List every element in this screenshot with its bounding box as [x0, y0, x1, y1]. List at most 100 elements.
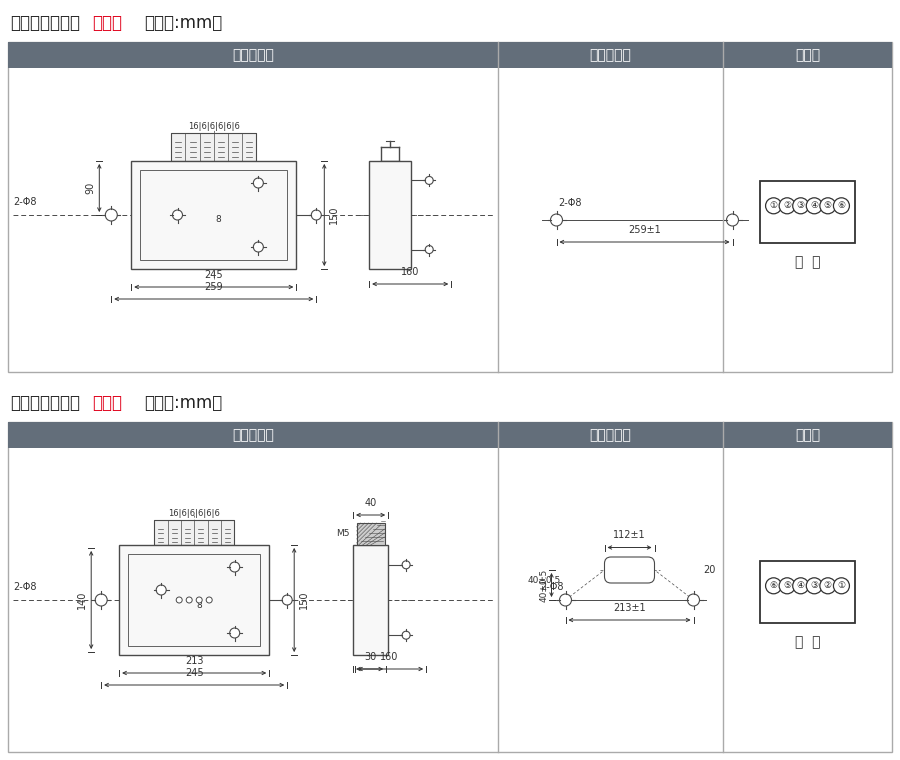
Text: ①: ①: [837, 581, 845, 591]
Circle shape: [402, 632, 410, 639]
Circle shape: [779, 198, 795, 214]
Bar: [171, 133, 256, 161]
Circle shape: [230, 562, 239, 572]
Text: ⑥: ⑥: [770, 581, 778, 591]
Circle shape: [196, 597, 202, 603]
Text: ⑤: ⑤: [824, 201, 832, 211]
Bar: [760, 181, 855, 243]
Text: 150: 150: [299, 591, 310, 610]
Text: 259: 259: [204, 282, 223, 292]
Circle shape: [425, 245, 433, 254]
Circle shape: [551, 214, 562, 226]
Text: 30: 30: [364, 652, 377, 662]
Text: ③: ③: [810, 581, 818, 591]
Text: 20: 20: [704, 565, 716, 575]
Text: 安装开孔图: 安装开孔图: [590, 428, 632, 442]
Bar: [8, 422, 892, 752]
Circle shape: [766, 198, 781, 214]
Circle shape: [283, 595, 293, 605]
Bar: [140, 170, 287, 260]
Text: 端子图: 端子图: [795, 48, 820, 62]
Text: 端子图: 端子图: [795, 428, 820, 442]
Circle shape: [726, 214, 739, 226]
Text: 40±0.5: 40±0.5: [527, 576, 561, 585]
Text: 单相过流凸出式: 单相过流凸出式: [10, 14, 80, 32]
Text: M5: M5: [337, 530, 350, 539]
Text: 140: 140: [77, 591, 87, 610]
Circle shape: [230, 628, 239, 638]
Text: ⑤: ⑤: [783, 581, 791, 591]
Text: 213±1: 213±1: [613, 603, 646, 613]
Text: 40: 40: [364, 498, 377, 508]
Text: 背  视: 背 视: [795, 635, 820, 649]
Text: 259±1: 259±1: [628, 225, 661, 235]
Text: 2-Φ8: 2-Φ8: [13, 197, 37, 207]
Circle shape: [311, 210, 321, 220]
Text: 150: 150: [329, 206, 339, 224]
Circle shape: [173, 210, 183, 220]
Text: 前  视: 前 视: [795, 255, 820, 269]
Text: 前接线: 前接线: [92, 14, 122, 32]
Circle shape: [186, 597, 193, 603]
Circle shape: [806, 198, 823, 214]
Bar: [128, 554, 260, 646]
Circle shape: [820, 198, 836, 214]
Text: 8: 8: [216, 216, 221, 224]
Text: 245: 245: [204, 270, 223, 280]
Circle shape: [806, 578, 823, 594]
Circle shape: [833, 198, 850, 214]
Circle shape: [779, 578, 795, 594]
Text: ①: ①: [770, 201, 778, 211]
FancyBboxPatch shape: [605, 557, 654, 583]
Circle shape: [95, 594, 107, 606]
Text: ②: ②: [783, 201, 791, 211]
Text: ④: ④: [796, 581, 805, 591]
Bar: [119, 545, 269, 655]
Circle shape: [833, 578, 850, 594]
Circle shape: [793, 198, 809, 214]
Circle shape: [254, 242, 264, 252]
Text: 245: 245: [184, 668, 203, 678]
Bar: [8, 422, 892, 448]
Circle shape: [425, 176, 433, 185]
Bar: [131, 161, 296, 269]
Text: 2-Φ8: 2-Φ8: [13, 582, 37, 592]
Text: 112±1: 112±1: [613, 530, 646, 540]
Text: 213: 213: [185, 656, 203, 666]
Circle shape: [560, 594, 572, 606]
Circle shape: [254, 178, 264, 188]
Circle shape: [820, 578, 836, 594]
Text: 160: 160: [381, 652, 399, 662]
Text: 2-Φ8: 2-Φ8: [559, 198, 582, 208]
Text: （单位:mm）: （单位:mm）: [144, 394, 222, 412]
Bar: [356, 523, 384, 545]
Text: 单相过流凸出式: 单相过流凸出式: [10, 394, 80, 412]
Bar: [8, 42, 892, 372]
Text: ④: ④: [810, 201, 818, 211]
Text: ③: ③: [796, 201, 805, 211]
Text: （单位:mm）: （单位:mm）: [144, 14, 222, 32]
Circle shape: [206, 597, 212, 603]
Text: 后接线: 后接线: [92, 394, 122, 412]
Text: 90: 90: [86, 182, 95, 194]
Text: 外形尺寸图: 外形尺寸图: [232, 428, 274, 442]
Text: 160: 160: [401, 267, 419, 277]
Bar: [154, 520, 234, 545]
Text: ②: ②: [824, 581, 832, 591]
Text: 外形尺寸图: 外形尺寸图: [232, 48, 274, 62]
Circle shape: [688, 594, 699, 606]
Text: 16|6|6|6|6|6: 16|6|6|6|6|6: [188, 122, 239, 131]
Text: 8: 8: [196, 600, 202, 610]
Text: 安装开孔图: 安装开孔图: [590, 48, 632, 62]
Circle shape: [793, 578, 809, 594]
Bar: [353, 545, 388, 655]
Text: ⑥: ⑥: [837, 201, 845, 211]
Circle shape: [766, 578, 781, 594]
Bar: [760, 561, 855, 623]
Circle shape: [402, 561, 410, 568]
Text: 40±0.5: 40±0.5: [539, 568, 548, 602]
Bar: [369, 161, 411, 269]
Text: 2-Φ8: 2-Φ8: [540, 582, 563, 592]
Circle shape: [105, 209, 117, 221]
Circle shape: [176, 597, 182, 603]
